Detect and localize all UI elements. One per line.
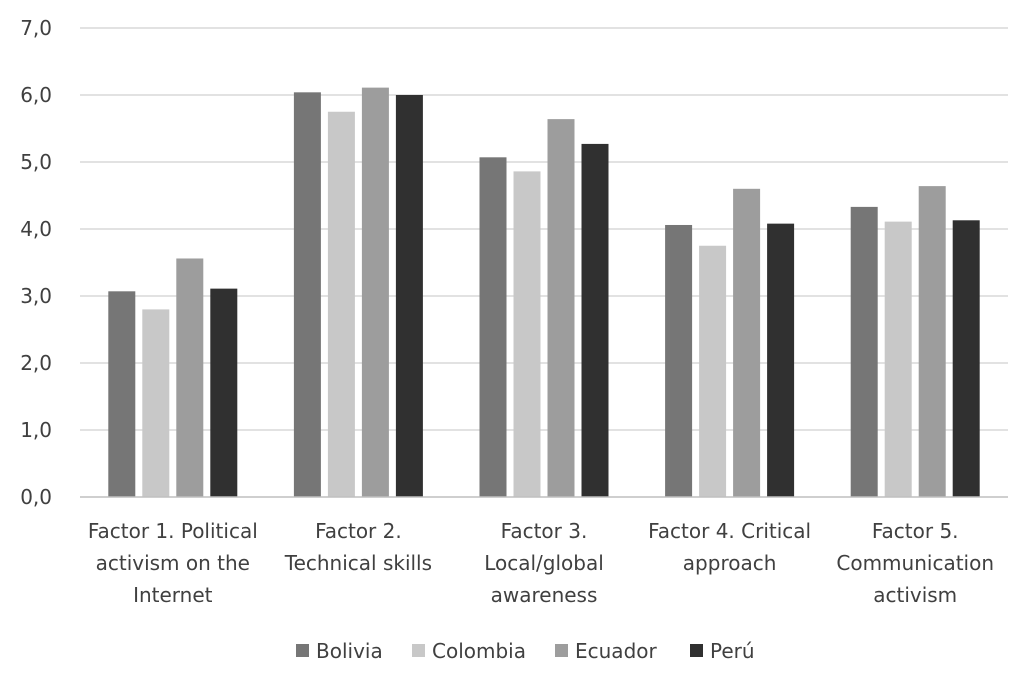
bar-ecuador-factor-3 [547, 119, 575, 498]
bar-per-factor-2 [395, 95, 423, 497]
x-category-label: Local/global [484, 551, 604, 575]
bar-bolivia-factor-1 [108, 291, 136, 497]
legend-label: Ecuador [575, 639, 657, 663]
legend: Bolivia Colombia Ecuador Perú [296, 639, 755, 663]
legend-label: Bolivia [316, 639, 383, 663]
bar-per-factor-5 [952, 220, 980, 498]
y-tick-label: 3,0 [20, 284, 52, 308]
bars [108, 87, 980, 498]
bar-ecuador-factor-2 [361, 87, 389, 497]
x-category-label: Factor 4. Critical [648, 519, 811, 543]
bar-bolivia-factor-5 [850, 206, 878, 497]
y-tick-label: 0,0 [20, 485, 52, 509]
legend-label: Perú [710, 639, 755, 663]
x-category-label: Technical skills [284, 551, 432, 575]
x-category-label: Factor 3. [501, 519, 588, 543]
x-category-label: Communication [836, 551, 994, 575]
x-category-label: Factor 2. [315, 519, 402, 543]
legend-swatch [412, 644, 425, 657]
bar-colombia-factor-1 [142, 309, 170, 497]
x-category-label: Internet [133, 583, 213, 607]
bar-per-factor-4 [767, 223, 795, 497]
legend-swatch [555, 644, 568, 657]
y-tick-label: 5,0 [20, 150, 52, 174]
x-category-label: activism on the [96, 551, 250, 575]
legend-swatch [690, 644, 703, 657]
x-category-label: awareness [491, 583, 598, 607]
y-axis-tick-labels: 0,0 1,0 2,0 3,0 4,0 5,0 6,0 7,0 [20, 16, 52, 509]
bar-per-factor-3 [581, 143, 609, 497]
y-tick-label: 7,0 [20, 16, 52, 40]
y-tick-label: 4,0 [20, 217, 52, 241]
bar-colombia-factor-5 [884, 221, 912, 497]
legend-label: Colombia [432, 639, 526, 663]
bar-bolivia-factor-3 [479, 157, 507, 497]
bar-colombia-factor-4 [699, 245, 727, 497]
x-category-label: activism [873, 583, 957, 607]
y-tick-label: 6,0 [20, 83, 52, 107]
y-tick-label: 2,0 [20, 351, 52, 375]
bar-bolivia-factor-4 [665, 224, 693, 498]
x-axis-category-labels: Factor 1. Political activism on the Intern… [88, 519, 994, 607]
bar-ecuador-factor-4 [733, 188, 761, 498]
y-tick-label: 1,0 [20, 418, 52, 442]
x-category-label: approach [683, 551, 777, 575]
bar-per-factor-1 [210, 288, 238, 497]
bar-bolivia-factor-2 [293, 92, 321, 497]
x-category-label: Factor 1. Political [88, 519, 258, 543]
legend-swatch [296, 644, 309, 657]
bar-colombia-factor-2 [327, 111, 355, 497]
bar-ecuador-factor-5 [918, 186, 946, 497]
x-category-label: Factor 5. [872, 519, 959, 543]
bar-colombia-factor-3 [513, 171, 541, 497]
bar-ecuador-factor-1 [176, 258, 204, 497]
